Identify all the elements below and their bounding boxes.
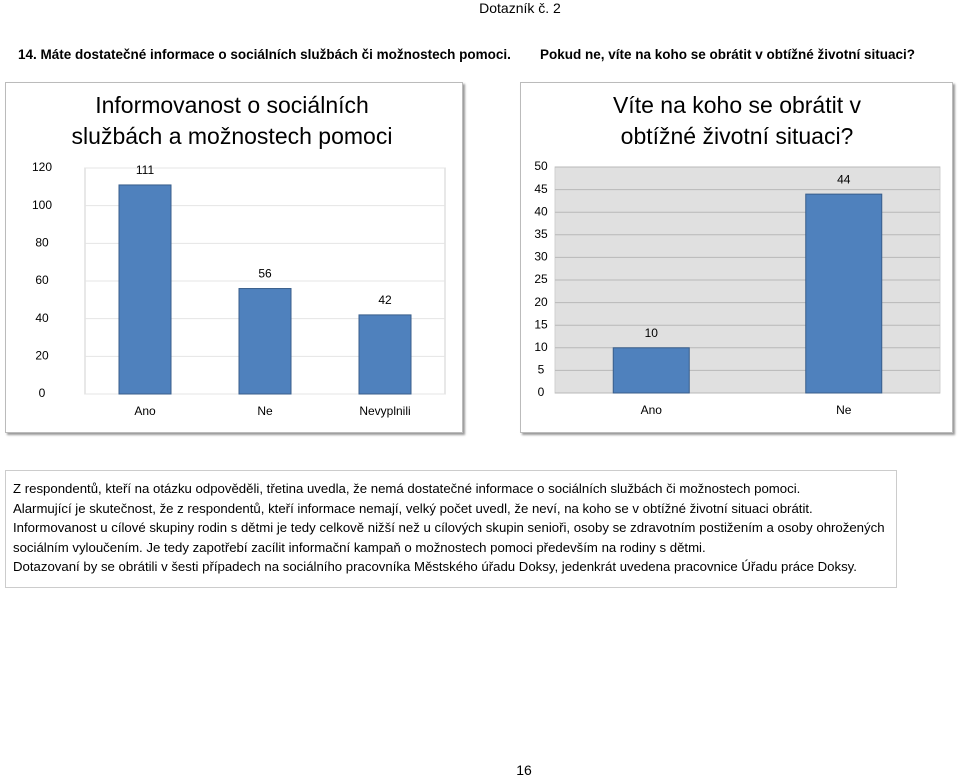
- bar: [612, 347, 690, 394]
- bar: [118, 184, 172, 395]
- text-box: Z respondentů, kteří na otázku odpověděl…: [5, 470, 897, 588]
- y-tick-label: 25: [534, 272, 548, 286]
- x-tick-label: Ano: [134, 404, 156, 418]
- paragraph: Alarmující je skutečnost, že z responden…: [13, 500, 813, 516]
- page-number: 16: [516, 762, 532, 778]
- y-tick-label: 120: [32, 160, 52, 174]
- x-tick-label: Nevyplnili: [359, 404, 410, 418]
- y-tick-label: 20: [35, 349, 49, 363]
- data-label: 10: [645, 326, 659, 340]
- chart-frame: [5, 82, 463, 433]
- y-tick-label: 35: [534, 227, 548, 241]
- paragraph: Informovanost u cílové skupiny rodin s d…: [13, 520, 885, 555]
- y-tick-label: 5: [538, 363, 545, 377]
- y-tick-label: 80: [35, 236, 49, 250]
- header-title: Dotazník č. 2: [479, 0, 561, 16]
- data-label: 42: [378, 293, 392, 307]
- question: Pokud ne, víte na koho se obrátit v obtí…: [540, 47, 916, 62]
- x-tick-label: Ano: [641, 403, 663, 417]
- paragraph: Z respondentů, kteří na otázku odpověděl…: [13, 481, 801, 496]
- y-tick-label: 40: [534, 204, 548, 218]
- y-tick-label: 0: [39, 386, 46, 400]
- x-tick-label: Ne: [257, 404, 273, 418]
- chart-title: Víte na koho se obrátit v obtížné životn…: [612, 92, 862, 149]
- y-tick-label: 45: [534, 182, 548, 196]
- y-tick-label: 40: [35, 311, 49, 325]
- y-tick-label: 30: [534, 250, 548, 264]
- y-tick-label: 60: [35, 273, 49, 287]
- y-tick-label: 20: [534, 295, 548, 309]
- bar: [358, 314, 412, 395]
- question: 14. Máte dostatečné informace o sociální…: [18, 47, 511, 62]
- y-tick-label: 100: [32, 198, 52, 212]
- charts: 0 20 40 60 80 100 120 111 Ano 56 Ne 42 Nevyplnili 0 5 1…: [32, 159, 941, 418]
- data-label: 56: [258, 267, 272, 281]
- data-label: 44: [837, 172, 851, 186]
- y-tick-label: 0: [538, 385, 545, 399]
- paragraph: Dotazovaní by se obrátili v šesti případ…: [13, 559, 857, 574]
- y-tick-label: 10: [534, 340, 548, 354]
- y-tick-label: 50: [534, 159, 548, 173]
- chart-frame: [520, 82, 953, 433]
- bar: [238, 288, 292, 395]
- y-tick-label: 15: [534, 317, 548, 331]
- x-tick-label: Ne: [836, 403, 852, 417]
- chart-title: Informovanost o sociálních službách a mo…: [71, 92, 393, 149]
- data-label: 111: [136, 163, 155, 177]
- bar: [805, 193, 883, 394]
